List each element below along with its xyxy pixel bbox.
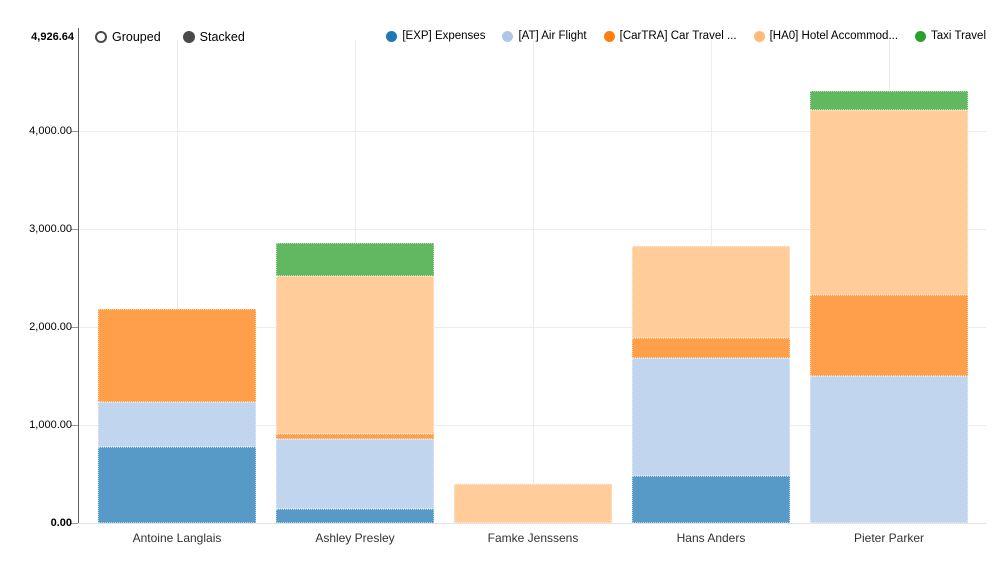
y-tick-label: 3,000.00 — [29, 223, 72, 235]
y-tick-label: 2,000.00 — [29, 321, 72, 333]
y-gridline — [78, 131, 986, 132]
legend-marker-icon — [753, 30, 765, 42]
category-label: Antoine Langlais — [132, 531, 222, 545]
bar-segment[interactable] — [98, 402, 256, 447]
legend: [EXP] Expenses [AT] Air Flight [CarTRA] Ca… — [386, 30, 986, 42]
legend-item[interactable]: Taxi Travel — [915, 30, 986, 42]
grouped-label: Grouped — [112, 30, 161, 44]
y-tick-label: 1,000.00 — [29, 419, 72, 431]
bar-segment[interactable] — [276, 439, 434, 510]
grouped-radio[interactable]: Grouped — [95, 30, 161, 44]
bar-segment[interactable] — [810, 295, 968, 376]
bar-segment[interactable] — [810, 109, 968, 296]
bar-segment[interactable] — [632, 475, 790, 523]
stacked-radio[interactable]: Stacked — [182, 30, 245, 44]
legend-label: [EXP] Expenses — [402, 30, 486, 42]
y-tick-mark — [71, 327, 78, 328]
stacked-label: Stacked — [199, 30, 245, 44]
bar-segment[interactable] — [454, 483, 612, 523]
bar-segment[interactable] — [632, 246, 790, 339]
y-tick-mark — [71, 425, 78, 426]
bar-segment[interactable] — [98, 446, 256, 523]
legend-item[interactable]: [EXP] Expenses — [386, 30, 485, 42]
legend-marker-icon — [502, 30, 514, 42]
bar-segment[interactable] — [810, 90, 968, 110]
category-label: Famke Jenssens — [487, 531, 579, 545]
y-axis-line — [78, 28, 79, 523]
legend-label: [AT] Air Flight — [518, 30, 587, 42]
x-axis-baseline — [78, 523, 986, 524]
bar-segment[interactable] — [276, 509, 434, 523]
legend-label: Taxi Travel — [931, 30, 986, 42]
legend-marker-icon — [603, 30, 615, 42]
legend-item[interactable]: [CarTRA] Car Travel ... — [603, 30, 737, 42]
y-gridline — [78, 327, 986, 328]
bar-segment[interactable] — [276, 276, 434, 435]
bar-segment[interactable] — [632, 358, 790, 476]
legend-marker-icon — [386, 30, 398, 42]
bar-segment[interactable] — [98, 309, 256, 403]
bar-segment[interactable] — [810, 375, 968, 523]
y-tick-mark — [71, 131, 78, 132]
category-gridline — [533, 40, 534, 523]
bar-segment[interactable] — [632, 338, 790, 359]
y-axis-max-label: 4,926.64 — [31, 31, 74, 43]
bar-segment[interactable] — [276, 243, 434, 277]
y-tick-mark — [71, 523, 78, 524]
radio-unselected-icon — [95, 31, 107, 43]
legend-item[interactable]: [HA0] Hotel Accommod... — [753, 30, 899, 42]
legend-label: [CarTRA] Car Travel ... — [619, 30, 737, 42]
legend-item[interactable]: [AT] Air Flight — [502, 30, 587, 42]
category-label: Ashley Presley — [315, 531, 395, 545]
legend-marker-icon — [915, 30, 927, 42]
radio-selected-icon — [182, 31, 195, 43]
chart-mode-toggle: Grouped Stacked — [95, 30, 245, 44]
y-tick-label: 4,000.00 — [29, 125, 72, 137]
category-gridline — [177, 40, 178, 523]
y-gridline — [78, 229, 986, 230]
y-gridline — [78, 425, 986, 426]
category-label: Hans Anders — [676, 531, 746, 545]
y-tick-mark — [71, 229, 78, 230]
bar-segment[interactable] — [276, 434, 434, 440]
legend-label: [HA0] Hotel Accommod... — [769, 30, 899, 42]
category-label: Pieter Parker — [853, 531, 925, 545]
y-tick-label: 0.00 — [50, 517, 72, 529]
